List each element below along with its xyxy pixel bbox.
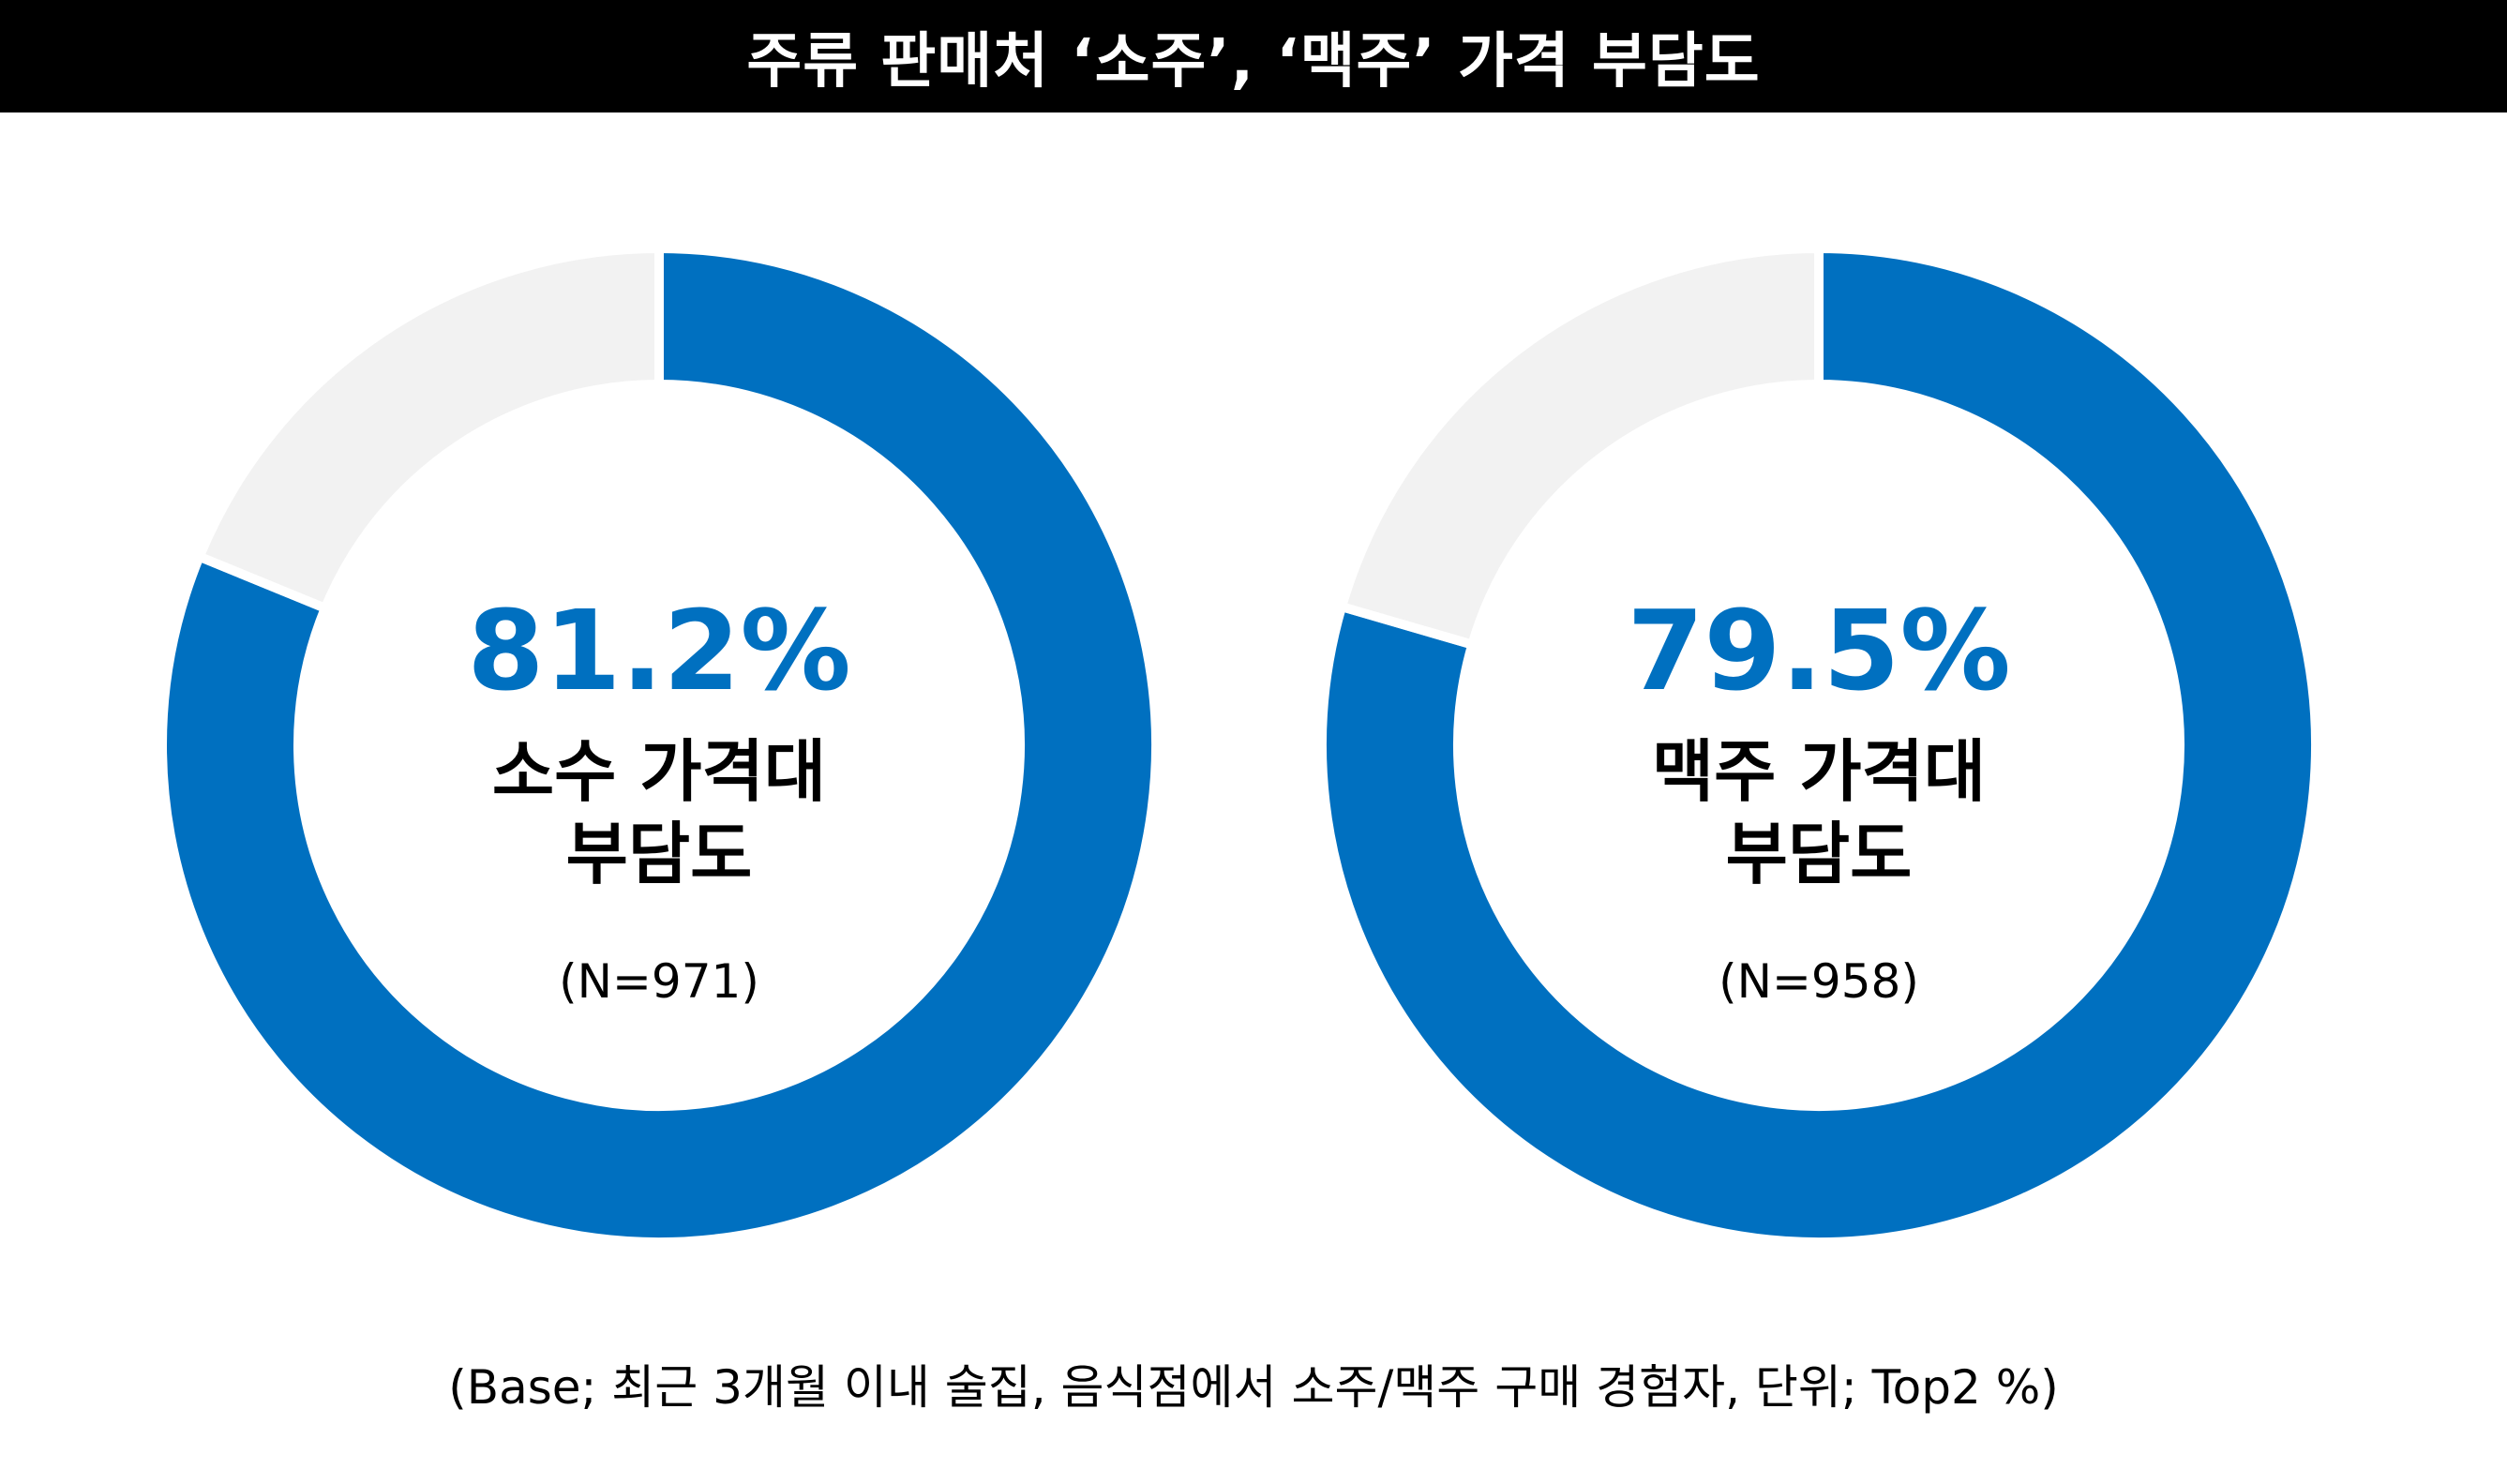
donut-2-name: 맥주 가격대 부담도: [1651, 731, 1987, 893]
donut-1-sample-size: (N=971): [559, 954, 759, 1010]
chart-title: 주류 판매처 ‘소주’, ‘맥주’ 가격 부담도: [746, 27, 1761, 97]
donut-2-sample-size: (N=958): [1719, 954, 1919, 1010]
donut-2-slice-value: [1317, 243, 2320, 1247]
donut-2-value-label: 79.5%: [1627, 586, 2011, 715]
footnote: (Base; 최근 3개월 이내 술집, 음식점에서 소주/맥주 구매 경험자,…: [448, 1360, 2059, 1415]
donut-1-slice-value: [158, 243, 1161, 1247]
donut-1-slice-remainder: [193, 243, 664, 615]
donut-1-value-label: 81.2%: [467, 586, 851, 715]
title-bar: 주류 판매처 ‘소주’, ‘맥주’ 가격 부담도: [0, 0, 2507, 112]
donut-1-name: 소수 가격대 부담도: [491, 731, 827, 893]
donut-1-label: 81.2% 소수 가격대 부담도 (N=971): [331, 586, 987, 1010]
donut-2-label: 79.5% 맥주 가격대 부담도 (N=958): [1491, 586, 2147, 1010]
donut-2-slice-remainder: [1335, 243, 1824, 651]
